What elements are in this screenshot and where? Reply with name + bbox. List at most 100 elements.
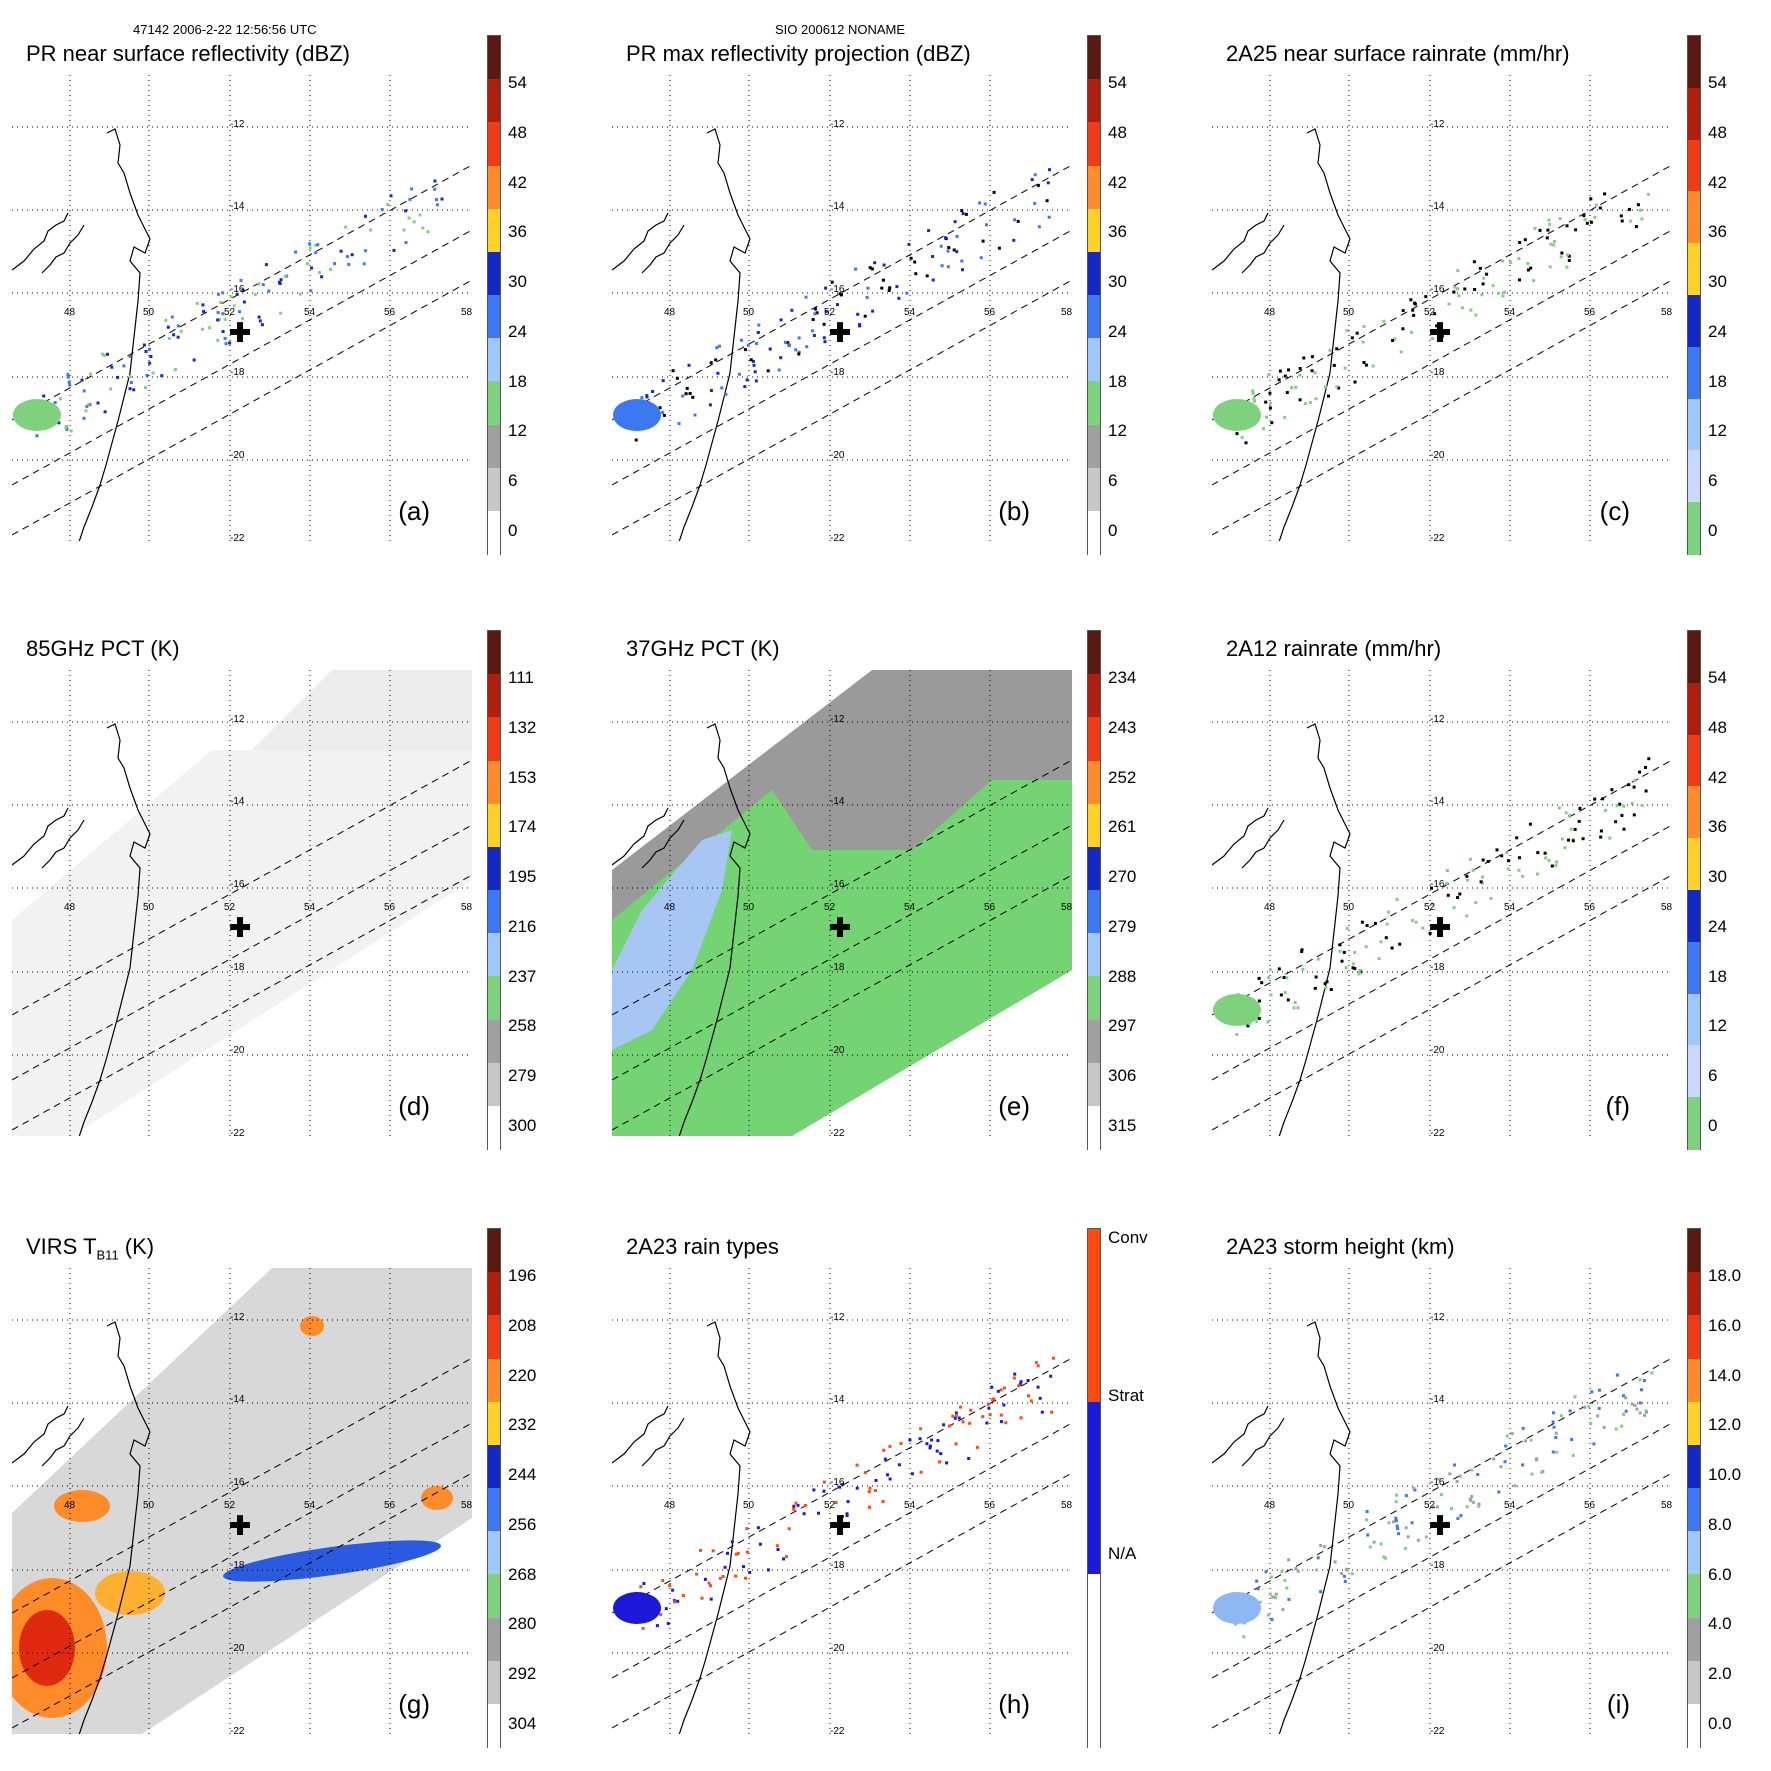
colorbar-segment	[1688, 1045, 1700, 1099]
colorbar-tick-label: 54	[1108, 73, 1127, 92]
echo-pixel	[1414, 920, 1418, 924]
coastline	[1278, 723, 1351, 1136]
colorbar-segment	[1688, 1315, 1700, 1360]
echo-pixel	[1338, 949, 1342, 953]
echo-pixel	[1559, 255, 1563, 259]
echo-pixel	[149, 355, 153, 358]
echo-pixel	[1622, 804, 1626, 808]
colorbar-tick-label: 14.0	[1708, 1365, 1742, 1385]
colorbar-tick-label: 243	[1108, 717, 1137, 737]
echo-pixel	[1287, 1597, 1291, 1601]
colorbar-tick-label: 0	[1708, 521, 1718, 540]
panel-title: 2A23 storm height (km)	[1226, 1234, 1455, 1260]
colorbar-segment	[1688, 1703, 1700, 1749]
echo-pixel	[1244, 441, 1248, 445]
echo-pixel	[1503, 1460, 1507, 1464]
coastline	[78, 1321, 151, 1734]
echo-pixel	[952, 248, 956, 252]
echo-pixel	[1552, 1411, 1555, 1415]
echo-pixel	[1433, 312, 1437, 316]
echo-pixel	[1602, 1425, 1606, 1429]
colorbar-segment	[488, 933, 500, 978]
echo-pixel	[1337, 386, 1341, 390]
colorbar-segment	[488, 122, 500, 167]
echo-pixel	[404, 209, 408, 213]
echo-pixel	[235, 292, 239, 296]
lat-label: -12	[1430, 119, 1445, 130]
echo-pixel	[1479, 880, 1483, 884]
lat-label: -16	[1430, 1477, 1445, 1488]
echo-pixel	[881, 1500, 885, 1503]
echo-pixel	[1482, 276, 1486, 280]
echo-pixel	[749, 358, 753, 362]
echo-pixel	[908, 1438, 912, 1442]
echo-pixel	[1529, 266, 1533, 270]
echo-pixel	[1365, 1510, 1369, 1513]
echo-pixel	[687, 363, 691, 367]
panel-letter: (d)	[398, 1091, 430, 1121]
echo-pixel	[84, 409, 88, 413]
echo-pixel	[873, 261, 877, 265]
lon-label: 52	[224, 1500, 236, 1511]
echo-pixel	[1532, 279, 1536, 283]
lat-label: -12	[230, 714, 245, 725]
echo-pixel	[1342, 950, 1346, 954]
echo-pixel	[1342, 1574, 1346, 1578]
map-plot: -12 -14 -16 -18 -20 -22 48 50 52 54 56 58 ✚	[12, 670, 472, 1136]
echo-pixel	[1313, 371, 1317, 375]
echo-pixel	[1456, 896, 1460, 899]
echo-pixel	[116, 375, 120, 379]
panel-c: 2A25 near surface rainrate (mm/hr) -12 -14…	[1200, 35, 1727, 556]
colorbar-tick-label: 18	[1108, 371, 1127, 391]
echo-pixel	[688, 392, 692, 395]
echo-pixel	[899, 1441, 903, 1445]
echo-pixel	[996, 1389, 1000, 1393]
colorbar-segment	[1088, 976, 1100, 1021]
echo-pixel	[1501, 294, 1505, 298]
echo-pixel	[89, 372, 93, 376]
echo-pixel	[1593, 215, 1597, 219]
echo-pixel	[1294, 1567, 1298, 1571]
echo-pixel	[868, 1505, 871, 1509]
echo-pixel	[241, 317, 244, 321]
echo-pixel	[1533, 226, 1537, 230]
echo-pixel	[1504, 1444, 1508, 1448]
echo-pixel	[804, 295, 808, 299]
echo-pixel	[347, 262, 351, 266]
echo-pixel	[200, 327, 204, 331]
lat-label: -14	[830, 201, 845, 212]
echo-pixel	[1552, 1425, 1556, 1429]
colorbar-segment	[1688, 1531, 1700, 1576]
echo-pixel	[1268, 1592, 1272, 1596]
echo-pixel	[1038, 1396, 1042, 1400]
colorbar-tick-label: Conv	[1108, 1228, 1148, 1247]
echo-pixel	[1353, 951, 1357, 954]
echo-pixel	[1410, 1521, 1414, 1525]
colorbar-segment	[488, 381, 500, 426]
echo-pixel	[257, 315, 261, 319]
colorbar-segment	[1088, 1105, 1100, 1151]
echo-pixel	[1049, 1374, 1053, 1378]
colorbar-segment	[1088, 381, 1100, 426]
echo-pixel	[796, 1503, 800, 1507]
echo-pixel	[1573, 827, 1577, 831]
colorbar-segment	[1088, 933, 1100, 978]
echo-pixel	[868, 1486, 872, 1490]
rain-area	[1213, 1592, 1261, 1624]
colorbar	[1087, 1228, 1101, 1749]
colorbar-tick-label: 258	[508, 1016, 537, 1036]
echo-pixel	[967, 1457, 971, 1460]
echo-pixel	[1517, 868, 1521, 872]
colorbar-tick-label: 48	[1108, 122, 1127, 142]
echo-pixel	[1552, 240, 1556, 243]
echo-pixel	[1390, 946, 1394, 950]
colorbar-segment	[1688, 1488, 1700, 1533]
echo-pixel	[841, 1482, 845, 1486]
storm-center-marker: ✚	[229, 912, 251, 943]
echo-pixel	[1432, 1505, 1436, 1509]
lon-label: 56	[984, 307, 996, 318]
colorbar-segment	[488, 295, 500, 340]
pr-swath-edge	[612, 279, 1072, 536]
lat-label: -14	[1430, 796, 1445, 807]
colorbar-segment	[488, 1574, 500, 1619]
